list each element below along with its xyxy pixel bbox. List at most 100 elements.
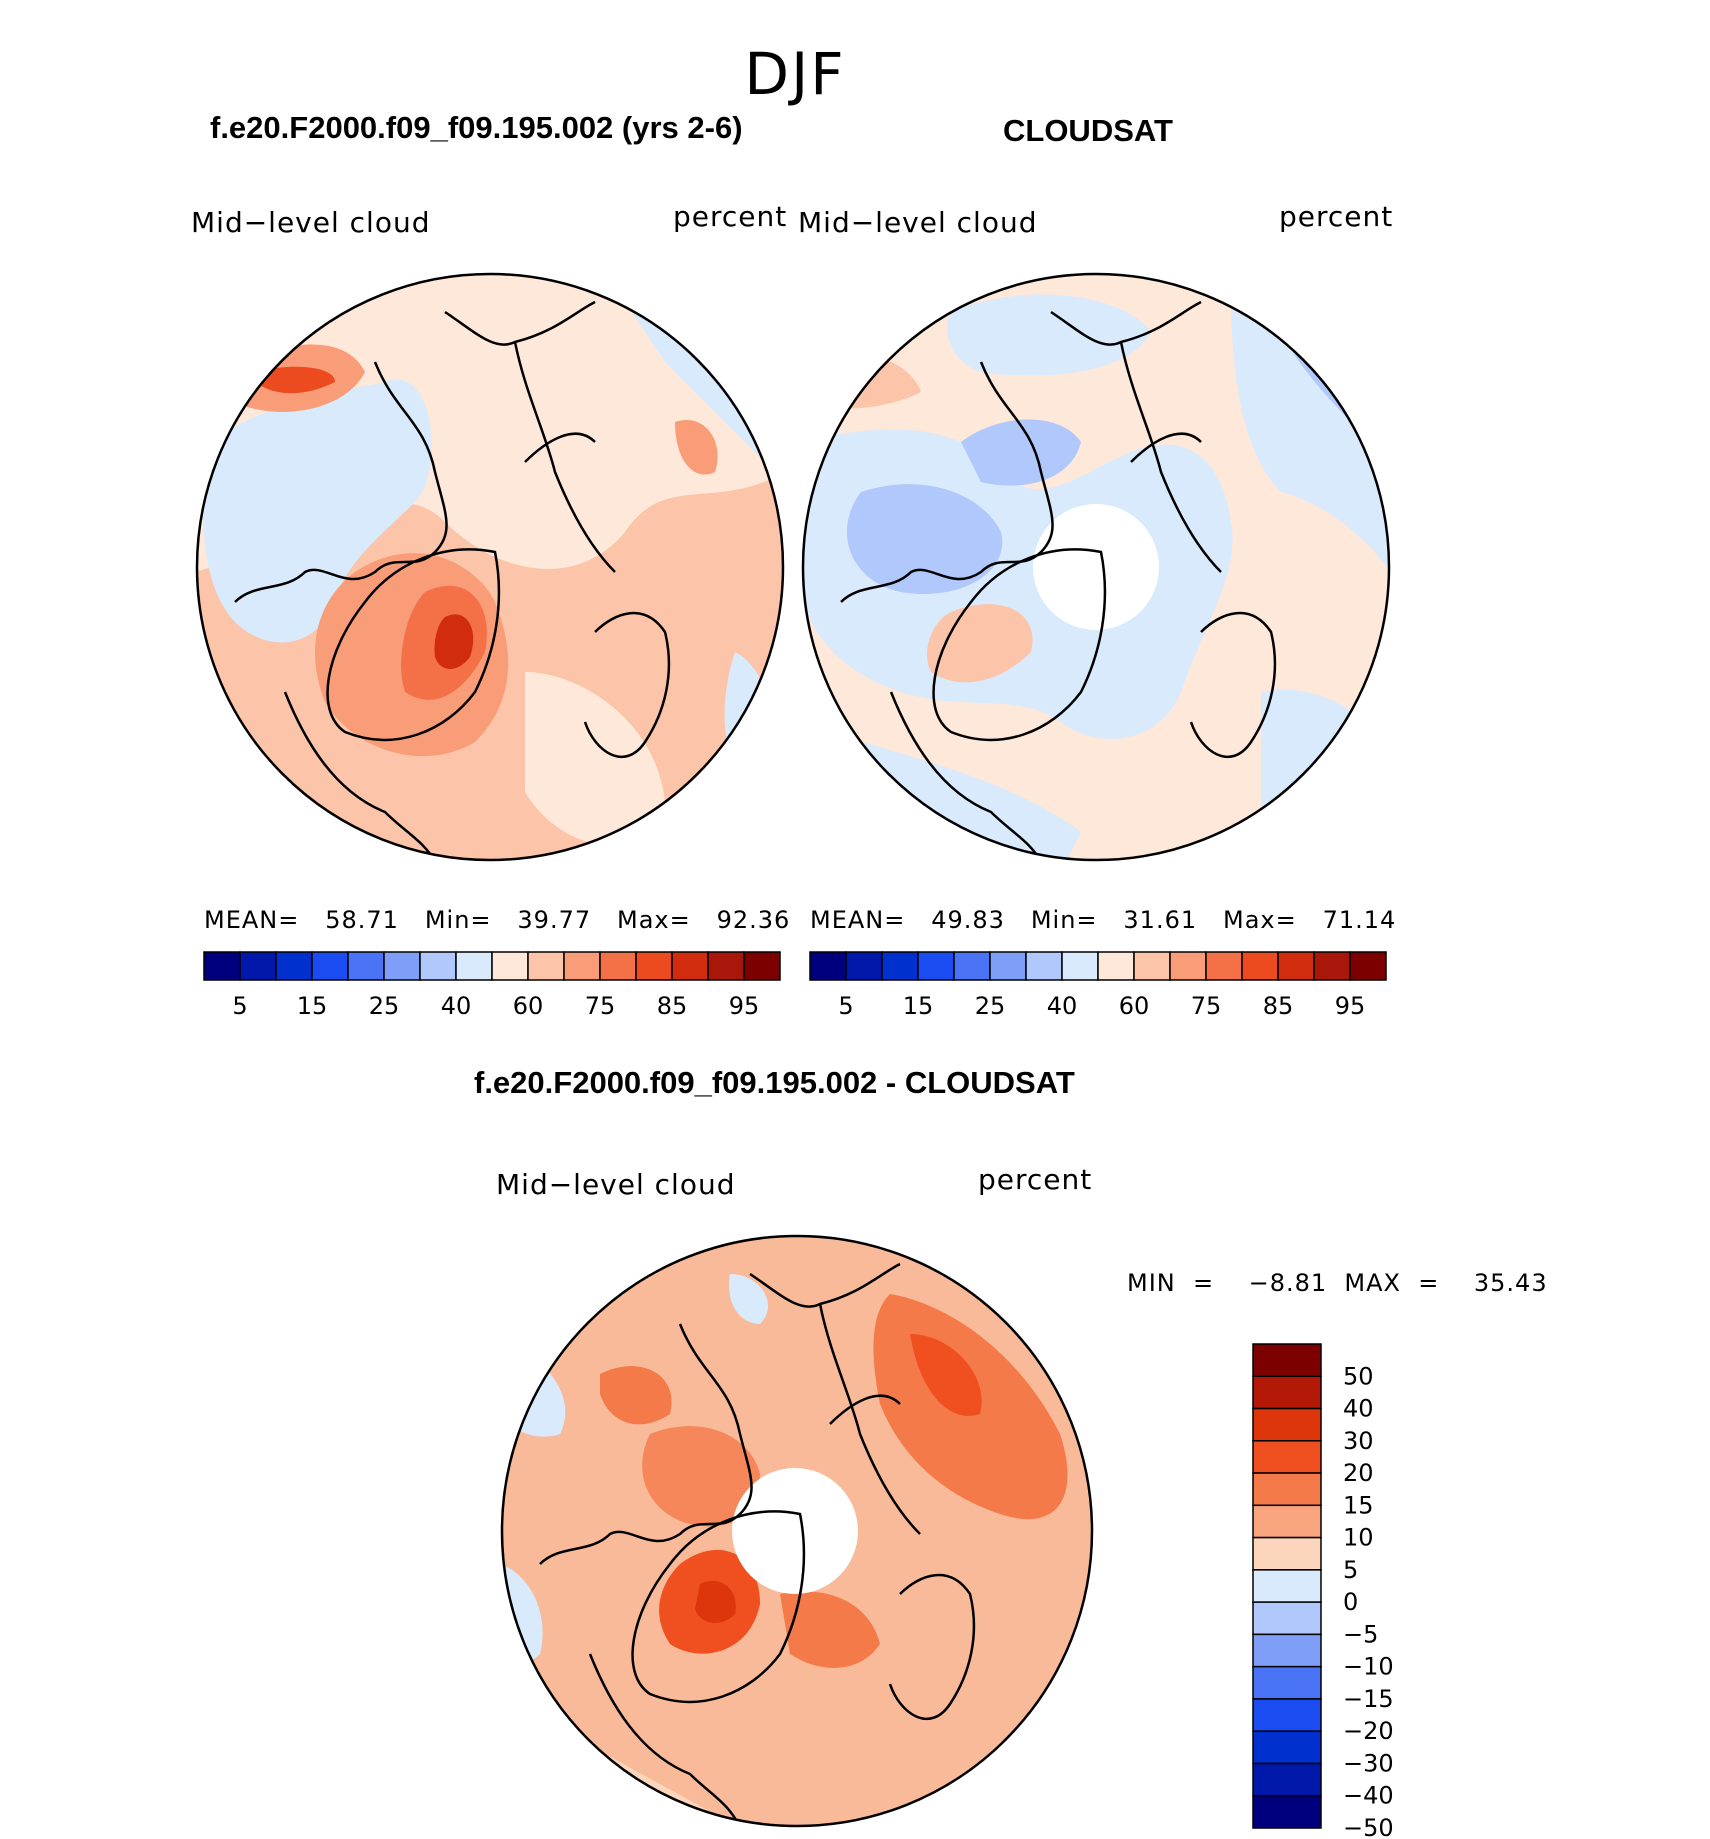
- obs-map-region: [947, 294, 1151, 376]
- diff-colorbar-swatch: [1252, 1698, 1322, 1732]
- diff-colorbar-label: 0: [1343, 1588, 1358, 1616]
- diff-colorbar-label: 40: [1343, 1395, 1374, 1423]
- model-colorbar-swatch: [527, 951, 565, 981]
- obs-colorbar-swatch: [1025, 951, 1063, 981]
- diff-colorbar-label: 20: [1343, 1459, 1374, 1487]
- model-colorbar-label: 15: [297, 992, 328, 1020]
- model-colorbar-swatch: [707, 951, 745, 981]
- model-colorbar-swatch: [203, 951, 241, 981]
- diff-polar-map: [500, 1234, 1094, 1828]
- greenland-outline: [326, 548, 501, 741]
- model-colorbar-label: 60: [513, 992, 544, 1020]
- model-colorbar-label: 40: [441, 992, 472, 1020]
- model-panel-title: f.e20.F2000.f09_f09.195.002 (yrs 2-6): [210, 110, 743, 145]
- diff-colorbar-swatch: [1252, 1633, 1322, 1668]
- diff-colorbar-label: 10: [1343, 1524, 1374, 1552]
- model-stats: MEAN= 58.71 Min= 39.77 Max= 92.36: [204, 906, 791, 934]
- obs-colorbar-label: 15: [903, 992, 934, 1020]
- model-colorbar-swatch: [383, 951, 421, 981]
- model-colorbar-swatch: [347, 951, 385, 981]
- greenland-outline: [932, 548, 1107, 741]
- obs-colorbar: 5 15 25 40 60 75 85 95: [809, 951, 1387, 1020]
- model-map-region: [724, 652, 773, 802]
- obs-map-region: [1261, 689, 1389, 860]
- obs-map-region: [961, 419, 1081, 486]
- obs-colorbar-swatch: [917, 951, 955, 981]
- model-colorbar-swatch: [239, 951, 277, 981]
- obs-stats: MEAN= 49.83 Min= 31.61 Max= 71.14: [810, 906, 1397, 934]
- obs-missing-data-hole: [1033, 504, 1159, 630]
- diff-coastline: [539, 1262, 976, 1826]
- diff-stats: MIN = −8.81 MAX = 35.43: [1127, 1269, 1548, 1297]
- diff-panel-title: f.e20.F2000.f09_f09.195.002 - CLOUDSAT: [474, 1065, 1075, 1100]
- diff-variable-label: Mid−level cloud: [496, 1168, 736, 1201]
- greenland-outline: [631, 1510, 806, 1703]
- diff-map-region: [502, 1334, 566, 1437]
- model-coastline: [234, 300, 671, 860]
- model-polar-map: [195, 272, 785, 862]
- model-colorbar-swatch: [743, 951, 781, 981]
- obs-colorbar-swatch: [953, 951, 991, 981]
- model-colorbar-swatch: [635, 951, 673, 981]
- diff-map-region: [695, 1580, 736, 1624]
- obs-colorbar-swatch: [989, 951, 1027, 981]
- diff-colorbar-swatch: [1252, 1794, 1322, 1829]
- obs-colorbar-swatch: [1133, 951, 1171, 981]
- diff-colorbar-swatch: [1252, 1375, 1322, 1410]
- figure-title: DJF: [744, 40, 846, 108]
- diff-map-region: [729, 1274, 769, 1324]
- obs-colorbar-swatch: [1205, 951, 1243, 981]
- diff-colorbar-label: −50: [1343, 1814, 1394, 1839]
- diff-units-label: percent: [978, 1163, 1093, 1196]
- diff-colorbar-label: −10: [1343, 1653, 1394, 1681]
- model-map-region: [255, 366, 335, 394]
- model-colorbar-swatch: [599, 951, 637, 981]
- model-map-region: [675, 420, 718, 475]
- obs-colorbar-swatch: [881, 951, 919, 981]
- obs-colorbar-swatch: [1097, 951, 1135, 981]
- model-units-label: percent: [673, 200, 788, 233]
- obs-colorbar-swatch: [1349, 951, 1387, 981]
- obs-map-region: [1231, 292, 1389, 572]
- obs-colorbar-label: 60: [1119, 992, 1150, 1020]
- diff-missing-data-hole: [732, 1468, 858, 1594]
- model-colorbar-swatch: [275, 951, 313, 981]
- diff-colorbar-label: −40: [1343, 1782, 1394, 1810]
- diff-colorbar-label: 15: [1343, 1491, 1374, 1519]
- obs-map-border: [801, 272, 1391, 862]
- obs-colorbar-swatch: [1241, 951, 1279, 981]
- model-map-border: [195, 272, 785, 862]
- diff-map-region: [780, 1591, 880, 1668]
- model-map-region: [525, 672, 666, 847]
- obs-colorbar-label: 85: [1263, 992, 1294, 1020]
- obs-colorbar-swatch: [809, 951, 847, 981]
- diff-colorbar-swatch: [1252, 1569, 1322, 1603]
- obs-colorbar-swatch: [1061, 951, 1099, 981]
- diff-map-border: [500, 1234, 1094, 1828]
- model-colorbar-label: 25: [369, 992, 400, 1020]
- obs-map-region: [846, 484, 1003, 594]
- diff-colorbar-label: 5: [1343, 1556, 1358, 1584]
- obs-colorbar-swatch: [1169, 951, 1207, 981]
- obs-colorbar-label: 5: [838, 992, 853, 1020]
- model-colorbar-swatch: [419, 951, 457, 981]
- model-colorbar: 5 15 25 40 60 75 85 95: [203, 951, 781, 1020]
- diff-colorbar-swatch: [1252, 1665, 1322, 1700]
- model-colorbar-swatch: [491, 951, 529, 981]
- model-map-region: [434, 614, 474, 670]
- diff-colorbar-swatch: [1252, 1601, 1322, 1636]
- obs-colorbar-label: 95: [1335, 992, 1366, 1020]
- model-map-region: [625, 302, 775, 472]
- diff-colorbar-label: −5: [1343, 1620, 1378, 1648]
- diff-colorbar-label: −15: [1343, 1685, 1394, 1713]
- obs-colorbar-label: 40: [1047, 992, 1078, 1020]
- obs-colorbar-swatch: [1313, 951, 1351, 981]
- diff-colorbar-label: −20: [1343, 1717, 1394, 1745]
- model-colorbar-label: 5: [232, 992, 247, 1020]
- obs-variable-label: Mid−level cloud: [798, 206, 1038, 239]
- model-colorbar-swatch: [671, 951, 709, 981]
- obs-polar-map: [801, 272, 1391, 862]
- diff-colorbar-swatch: [1252, 1343, 1322, 1378]
- obs-colorbar-label: 75: [1191, 992, 1222, 1020]
